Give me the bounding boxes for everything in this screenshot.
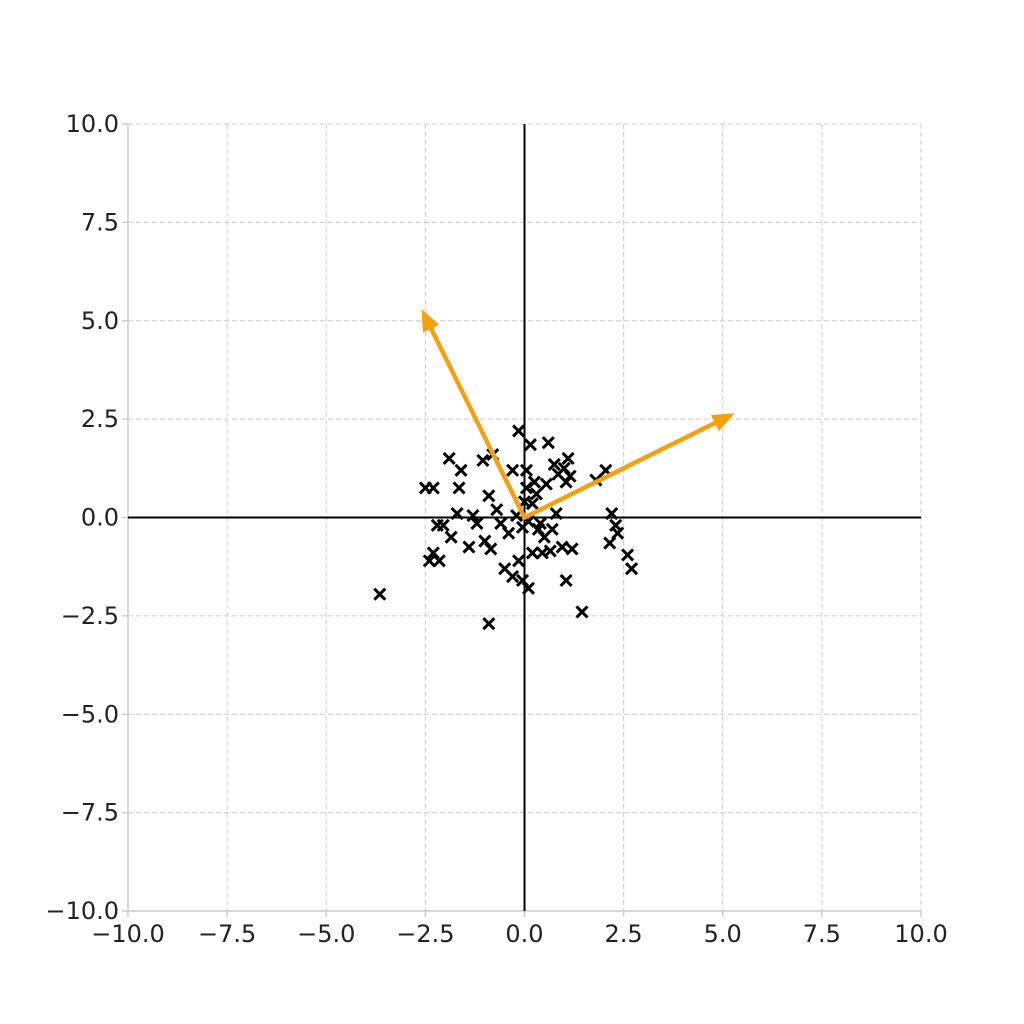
vector-arrow-0 [522, 413, 735, 520]
data-point-18 [482, 489, 496, 503]
data-point-42 [539, 477, 553, 491]
data-point-7 [430, 518, 444, 532]
data-point-64 [621, 548, 635, 562]
data-point-63 [611, 526, 625, 540]
x-tick-label-8: 10.0 [894, 920, 947, 948]
data-point-8 [442, 451, 456, 466]
data-point-21 [490, 503, 504, 517]
data-point-45 [545, 522, 559, 536]
vector-arrow-1 [421, 308, 527, 520]
data-point-16 [476, 453, 490, 468]
data-point-67 [515, 520, 530, 534]
x-tick-label-4: 0.0 [505, 920, 543, 948]
data-point-69 [525, 497, 539, 511]
y-tick-label-0: 10.0 [66, 110, 119, 138]
data-point-52 [561, 451, 575, 466]
data-point-47 [549, 507, 563, 521]
data-point-37 [527, 475, 541, 489]
data-point-65 [624, 562, 639, 576]
data-point-28 [511, 424, 526, 438]
data-point-3 [422, 554, 436, 568]
data-points [373, 424, 639, 631]
data-point-9 [454, 463, 468, 477]
data-point-56 [575, 605, 589, 619]
x-tick-label-2: −5.0 [297, 920, 355, 948]
data-point-36 [525, 546, 539, 560]
data-point-49 [555, 540, 569, 554]
data-point-31 [519, 463, 534, 477]
x-tick-label-0: −10.0 [91, 920, 165, 948]
data-point-0 [373, 587, 387, 601]
y-tick-labels: 10.0 7.5 5.0 2.5 0.0 −2.5 −5.0 −7.5 −10.0 [45, 110, 119, 925]
y-tick-label-4: 0.0 [81, 504, 119, 532]
data-point-54 [565, 542, 579, 556]
data-point-14 [466, 508, 480, 523]
y-tick-label-3: 2.5 [81, 405, 119, 433]
data-point-13 [462, 540, 476, 554]
data-point-25 [506, 569, 520, 584]
data-point-44 [543, 544, 557, 558]
data-point-34 [521, 581, 536, 595]
data-point-55 [559, 573, 573, 588]
x-tick-label-1: −7.5 [198, 920, 256, 948]
x-tick-label-5: 2.5 [605, 920, 643, 948]
data-point-2 [426, 481, 440, 495]
data-point-68 [533, 516, 547, 530]
data-point-10 [452, 481, 466, 495]
data-point-35 [523, 438, 538, 452]
x-tick-label-3: −2.5 [396, 920, 454, 948]
x-tick-label-6: 5.0 [704, 920, 742, 948]
data-point-57 [482, 617, 496, 631]
data-point-38 [529, 487, 543, 501]
data-point-15 [470, 516, 484, 530]
data-point-26 [506, 463, 520, 477]
y-tick-label-1: 7.5 [81, 208, 119, 236]
data-point-20 [484, 542, 498, 556]
data-point-11 [450, 507, 464, 521]
data-point-12 [444, 530, 458, 544]
data-point-53 [563, 469, 577, 483]
y-tick-label-7: −7.5 [61, 799, 119, 827]
y-tick-label-6: −5.0 [61, 700, 119, 728]
data-point-24 [502, 526, 516, 540]
vectors [421, 308, 735, 520]
data-point-43 [541, 436, 555, 450]
data-point-61 [605, 507, 619, 521]
data-point-5 [432, 554, 446, 568]
y-tick-label-8: −10.0 [45, 897, 119, 925]
y-tick-label-2: 5.0 [81, 307, 119, 335]
data-point-29 [511, 554, 526, 568]
x-tick-label-7: 7.5 [803, 920, 841, 948]
x-tick-labels: −10.0 −7.5 −5.0 −2.5 0.0 2.5 5.0 7.5 10.0 [91, 920, 947, 948]
data-point-46 [547, 457, 561, 471]
y-tick-label-5: −2.5 [61, 602, 119, 630]
